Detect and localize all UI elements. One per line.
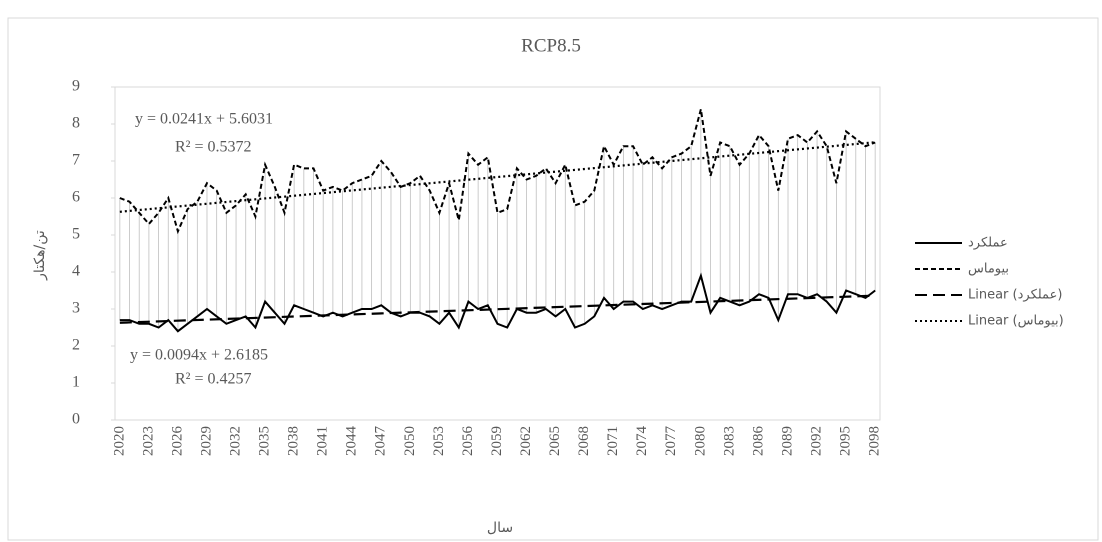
y-tick-label: 2 [72,337,80,354]
x-tick-label: 2035 [257,426,273,456]
chart-frame [7,17,1099,541]
x-tick-label: 2029 [198,426,214,456]
x-tick-label: 2068 [576,426,592,456]
x-tick-label: 2056 [460,426,476,457]
y-tick-label: 9 [72,78,80,95]
x-tick-label: 2071 [605,426,621,456]
x-tick-label: 2038 [286,426,302,456]
chart-title: RCP8.5 [521,35,581,56]
x-tick-label: 2062 [518,426,534,456]
x-tick-label: 2080 [692,426,708,456]
y-tick-label: 0 [72,411,80,428]
x-tick-label: 2041 [315,426,331,456]
x-tick-label: 2098 [867,426,883,456]
y-tick-label: 6 [72,189,80,206]
legend-label: Linear (بیوماس) [968,314,1064,329]
x-tick-label: 2026 [169,426,185,457]
y-tick-label: 7 [72,152,80,169]
x-tick-label: 2020 [111,426,127,456]
x-axis-label: سال [487,520,513,536]
x-tick-label: 2053 [431,426,447,456]
plot-area [114,86,881,421]
series-line [119,272,876,333]
legend-label: Linear (عملکرد) [968,288,1062,303]
trend-equation: y = 0.0241x + 5.6031 [135,111,273,128]
x-tick-label: 2059 [489,426,505,456]
x-tick-label: 2086 [750,426,766,457]
legend-label: بیوماس [968,262,1009,277]
x-tick-label: 2032 [227,426,243,456]
x-tick-label: 2074 [634,426,650,457]
y-tick-label: 1 [72,374,80,391]
x-tick-label: 2089 [779,426,795,456]
x-tick-label: 2077 [663,426,679,457]
x-tick-label: 2092 [808,426,824,456]
y-tick-label: 8 [72,115,80,132]
x-tick-label: 2095 [838,426,854,456]
y-tick-label: 3 [72,300,80,317]
y-tick-label: 4 [72,263,80,280]
series-line [119,108,876,235]
y-axis-label: تن/هکتار [32,230,48,281]
y-tick-label: 5 [72,226,80,243]
x-tick-label: 2065 [547,426,563,456]
trendline [119,141,876,213]
trend-equation: y = 0.0094x + 2.6185 [130,347,268,364]
trend-r2: R² = 0.5372 [175,139,252,156]
x-tick-label: 2044 [344,426,360,457]
legend-label: عملکرد [968,236,1008,251]
trend-r2: R² = 0.4257 [175,371,252,388]
x-tick-label: 2047 [373,426,389,457]
x-tick-label: 2023 [140,426,156,456]
x-tick-label: 2083 [721,426,737,456]
x-tick-label: 2050 [402,426,418,456]
